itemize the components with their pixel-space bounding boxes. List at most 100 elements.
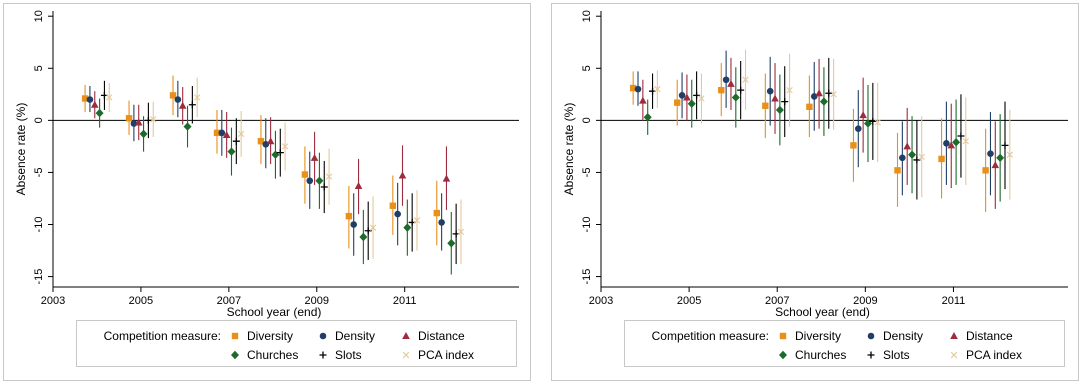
marker-distance — [859, 111, 867, 119]
y-tick-label: 5 — [33, 65, 45, 71]
marker-churches — [731, 93, 740, 102]
marker-diversity — [894, 167, 901, 174]
marker-churches — [403, 223, 412, 232]
marker-distance — [310, 153, 319, 161]
legend-label: Slots — [335, 348, 362, 362]
y-tick-label: -15 — [581, 269, 593, 285]
series-slots — [649, 57, 1009, 200]
marker-pca-index — [413, 217, 421, 224]
marker-diversity — [850, 142, 857, 149]
legend-item: Slots — [867, 348, 910, 362]
x-tick-label: 2003 — [41, 295, 65, 307]
axes: 10 5 0 -5 -10 -15 2003 2005 2007 2009 2011 Absence … — [14, 10, 519, 319]
marker-diversity — [213, 129, 221, 137]
marker-density — [987, 150, 994, 157]
series-distance — [639, 57, 1000, 209]
legend-label: Distance — [418, 329, 465, 343]
y-tick-label: -10 — [33, 217, 45, 233]
marker-density — [634, 85, 642, 93]
chart-panel-2: 10 5 0 -5 -10 -15 2003 2005 2007 2009 2011 Absence … — [551, 3, 1079, 381]
marker-distance — [639, 96, 647, 104]
marker-slots — [144, 116, 152, 124]
series-distance — [90, 87, 451, 215]
marker-density — [86, 96, 94, 103]
chart-panel-1: 10 5 0 -5 -10 -15 2003 2005 2007 2009 2011 Absence … — [3, 3, 531, 381]
marker-distance — [354, 181, 363, 189]
series-density — [634, 50, 994, 196]
marker-pca-index — [742, 76, 749, 83]
series-churches — [95, 98, 456, 275]
series-diversity — [629, 63, 989, 213]
marker-distance — [727, 79, 735, 87]
marker-slots — [825, 89, 833, 97]
marker-diversity — [762, 102, 769, 109]
marker-churches — [271, 150, 280, 159]
legend-label: Density — [883, 329, 923, 343]
marker-density — [810, 93, 818, 100]
legend-label: PCA index — [966, 348, 1022, 362]
marker-slots — [276, 149, 284, 157]
marker-distance — [991, 161, 1000, 169]
marker-legend-distance — [402, 332, 410, 339]
marker-distance — [90, 100, 99, 108]
x-tick-label: 2005 — [129, 295, 153, 307]
legend-frame — [624, 320, 1065, 367]
legend-item: Slots — [319, 348, 362, 362]
legend-item: Diversity — [779, 329, 841, 343]
legend-label: Diversity — [247, 329, 293, 343]
marker-pca-index — [874, 119, 881, 126]
marker-distance — [683, 93, 691, 101]
marker-slots — [957, 132, 965, 140]
marker-churches — [227, 147, 236, 156]
marker-churches — [952, 138, 961, 147]
y-tick-label: -5 — [581, 168, 593, 178]
marker-churches — [95, 108, 104, 118]
marker-distance — [134, 118, 143, 126]
legend-item: Diversity — [231, 329, 293, 343]
marker-pca-index — [962, 138, 969, 145]
series-diversity — [81, 75, 440, 249]
marker-diversity — [718, 86, 725, 94]
marker-slots — [1001, 141, 1009, 149]
marker-diversity — [433, 209, 440, 217]
marker-diversity — [629, 84, 637, 92]
marker-churches — [183, 122, 192, 131]
marker-legend-pca-index — [402, 351, 410, 359]
marker-distance — [947, 141, 956, 149]
marker-distance — [903, 142, 911, 150]
marker-legend-slots — [867, 351, 875, 359]
legend-item: Churches — [231, 348, 298, 362]
marker-pca-index — [106, 94, 113, 101]
panel-frame — [3, 3, 531, 381]
legend-label: Churches — [795, 348, 846, 362]
marker-diversity — [982, 167, 989, 174]
x-tick-label: 2005 — [677, 295, 701, 307]
marker-slots — [737, 86, 745, 94]
x-tick-label: 2003 — [589, 295, 613, 307]
x-tick-label: 2007 — [217, 295, 241, 307]
legend-item: Density — [319, 329, 375, 343]
series-pca-index — [654, 49, 1014, 200]
marker-churches — [996, 153, 1005, 163]
marker-distance — [178, 101, 187, 109]
marker-slots — [913, 156, 921, 164]
marker-slots — [781, 98, 789, 106]
marker-slots — [232, 137, 240, 145]
y-axis-title: Absence rate (%) — [14, 103, 28, 196]
marker-pca-index — [194, 94, 201, 101]
legend-item: Distance — [402, 329, 465, 343]
marker-diversity — [81, 95, 89, 102]
marker-pca-index — [457, 228, 465, 235]
marker-density — [722, 76, 730, 84]
marker-density — [218, 129, 226, 137]
y-tick-label: 5 — [581, 65, 593, 71]
legend-label: PCA index — [418, 348, 474, 362]
marker-density — [350, 221, 358, 228]
y-tick-label: 0 — [581, 117, 593, 123]
marker-churches — [359, 232, 368, 242]
marker-pca-index — [237, 130, 245, 138]
marker-density — [678, 92, 686, 99]
marker-churches — [315, 176, 324, 185]
